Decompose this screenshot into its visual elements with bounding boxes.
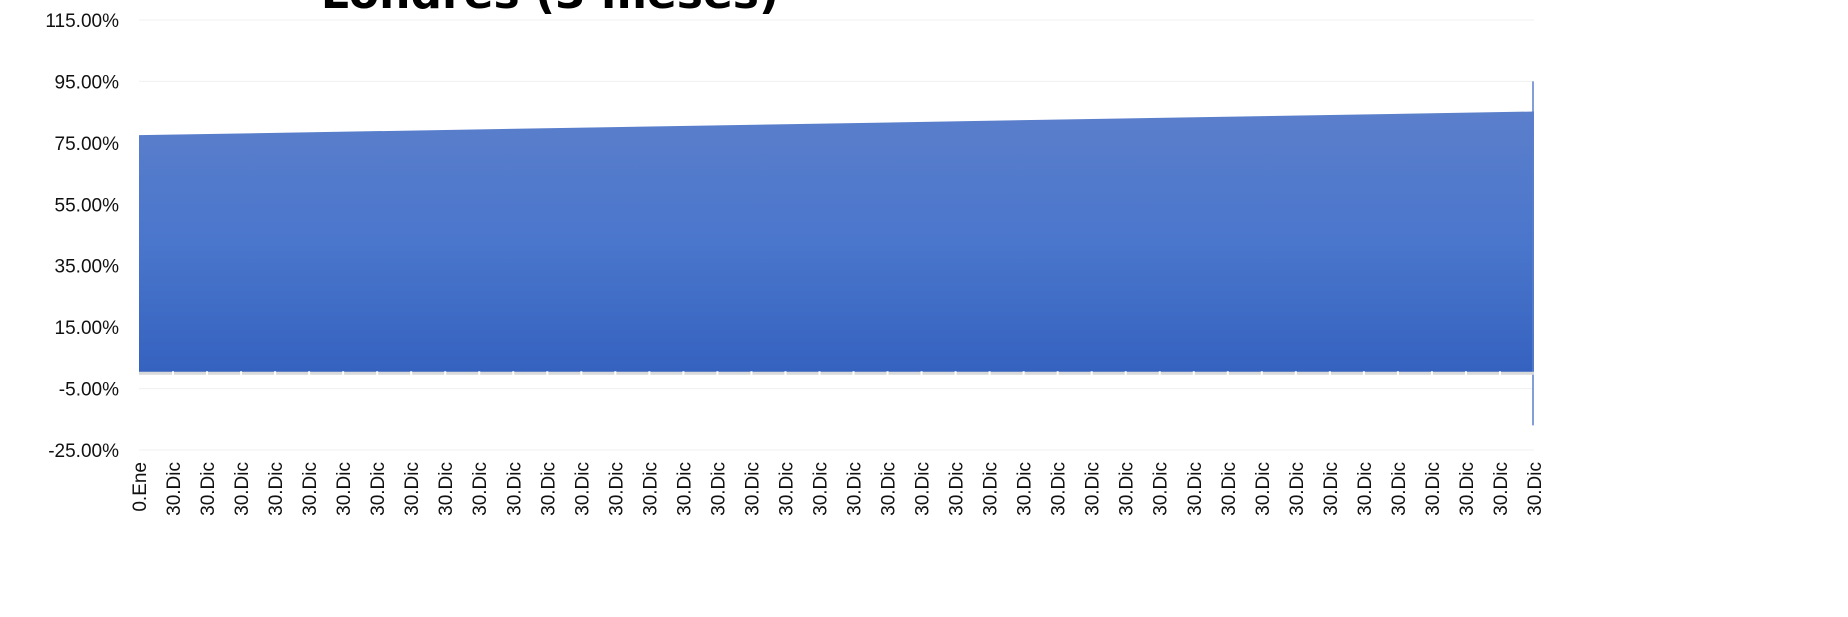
x-tick-label: 30.Dic	[1083, 462, 1104, 516]
x-tick-label: 30.Dic	[572, 462, 593, 516]
x-tick-label: 30.Dic	[981, 462, 1002, 516]
x-tick-label: 30.Dic	[368, 462, 389, 516]
y-tick-label: 35.00%	[55, 257, 120, 278]
x-tick-label: 30.Dic	[879, 462, 900, 516]
x-tick-label: 30.Dic	[776, 462, 797, 516]
x-tick-label: 30.Dic	[1321, 462, 1342, 516]
x-tick-label: 30.Dic	[1151, 462, 1172, 516]
y-tick-label: 95.00%	[55, 72, 120, 93]
x-tick-label: 30.Dic	[606, 462, 627, 516]
x-tick-label: 30.Dic	[640, 462, 661, 516]
y-axis: 115.00% 95.00% 75.00% 55.00% 35.00% 15.00% -5.…	[45, 11, 119, 462]
x-tick-label: 30.Dic	[947, 462, 968, 516]
x-tick-label: 30.Dic	[1185, 462, 1206, 516]
x-tick-label: 30.Dic	[334, 462, 355, 516]
x-tick-label: 30.Dic	[436, 462, 457, 516]
x-tick-label: 30.Dic	[1457, 462, 1478, 516]
x-tick-label: 30.Dic	[1355, 462, 1376, 516]
y-tick-label: 115.00%	[45, 11, 119, 32]
x-tick-label: 30.Dic	[402, 462, 423, 516]
series-area	[139, 81, 1534, 426]
x-tick-label: 30.Dic	[300, 462, 321, 516]
x-tick-label: 30.Dic	[232, 462, 253, 516]
x-tick-label: 30.Dic	[1491, 462, 1512, 516]
chart-title: Londres (3 meses)	[0, 0, 1100, 19]
y-tick-label: 75.00%	[55, 134, 120, 155]
x-tick-label: 30.Dic	[742, 462, 763, 516]
x-tick-label: 30.Dic	[266, 462, 287, 516]
x-axis: 0.Ene 30.Dic 30.Dic 30.Dic 30.Dic 30.Dic 30.Di…	[130, 371, 1546, 516]
x-tick-label: 30.Dic	[538, 462, 559, 516]
y-tick-label: 55.00%	[55, 195, 120, 216]
x-tick-label: 30.Dic	[470, 462, 491, 516]
x-tick-label: 30.Dic	[1253, 462, 1274, 516]
x-tick-label: 30.Dic	[504, 462, 525, 516]
x-tick-label: 30.Dic	[1287, 462, 1308, 516]
x-tick-label: 30.Dic	[164, 462, 185, 516]
x-tick-label: 30.Dic	[1015, 462, 1036, 516]
area-series	[139, 111, 1534, 374]
x-tick-label: 30.Dic	[198, 462, 219, 516]
x-tick-label: 30.Dic	[1389, 462, 1410, 516]
y-tick-label: -25.00%	[48, 441, 119, 462]
x-tick-label: 30.Dic	[1117, 462, 1138, 516]
x-tick-label: 30.Dic	[1423, 462, 1444, 516]
x-tick-label: 30.Dic	[1049, 462, 1070, 516]
x-tick-label: 30.Dic	[674, 462, 695, 516]
x-tick-label: 30.Dic	[810, 462, 831, 516]
x-tick-label: 30.Dic	[708, 462, 729, 516]
x-tick-label: 30.Dic	[845, 462, 866, 516]
x-tick-label: 30.Dic	[1525, 462, 1546, 516]
y-tick-label: -5.00%	[59, 380, 119, 401]
x-tick-label: 30.Dic	[913, 462, 934, 516]
x-tick-label: 30.Dic	[1219, 462, 1240, 516]
y-tick-label: 15.00%	[55, 318, 120, 339]
x-tick-label: 0.Ene	[130, 462, 151, 512]
